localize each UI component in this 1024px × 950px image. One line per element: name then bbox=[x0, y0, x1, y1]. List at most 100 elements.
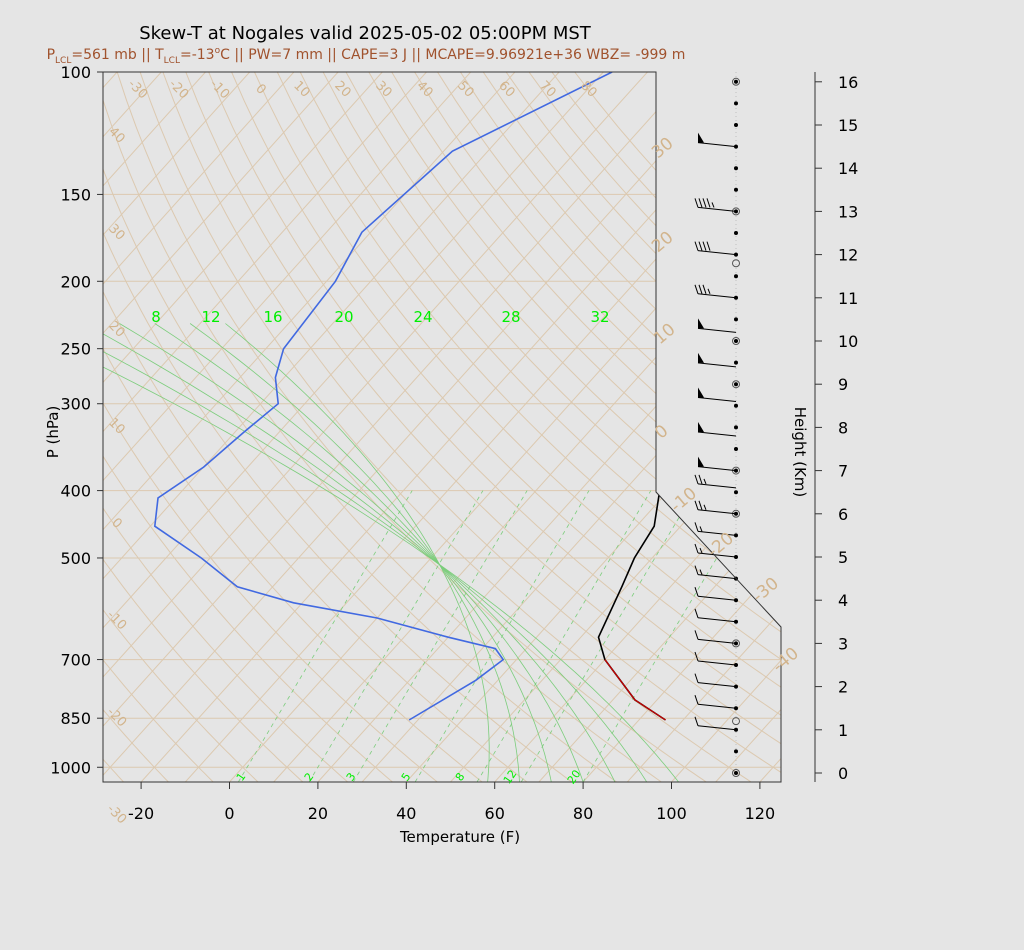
isotherm-label: -10 bbox=[207, 77, 233, 103]
celsius-side-label: -30 bbox=[104, 802, 130, 828]
dry-adiabat-line bbox=[551, 72, 781, 782]
wind-barb-shaft bbox=[697, 725, 737, 731]
isotherm-label: 70 bbox=[536, 78, 558, 100]
subtitle-t-lcl-sup: o bbox=[215, 46, 221, 56]
theta-e-label: 8 bbox=[151, 308, 161, 326]
height-dot bbox=[734, 274, 738, 279]
wind-barb-shaft bbox=[697, 142, 737, 148]
celsius-side-label: 0 bbox=[108, 515, 124, 531]
height-tick-label: 9 bbox=[838, 375, 848, 394]
wind-barb-shaft bbox=[697, 206, 737, 212]
chart-title: Skew-T at Nogales valid 2025-05-02 05:00… bbox=[139, 23, 592, 44]
dry-adiabat-line bbox=[459, 72, 781, 782]
isotherm-line bbox=[273, 72, 781, 782]
celsius-right-label: 20 bbox=[648, 228, 677, 257]
wind-barb-flag bbox=[694, 565, 699, 575]
mixing-ratio-line bbox=[237, 490, 413, 782]
wind-barb-flag bbox=[694, 500, 699, 510]
isotherm-line bbox=[184, 72, 781, 782]
mixing-ratio-label: 12 bbox=[501, 768, 520, 787]
theta-e-label: 16 bbox=[263, 308, 282, 326]
moist-adiabat-line bbox=[103, 323, 648, 782]
y-tick-label: 1000 bbox=[50, 758, 91, 777]
wind-barb-pennant bbox=[698, 387, 704, 398]
isotherm-line bbox=[103, 72, 560, 782]
height-tick-label: 8 bbox=[838, 418, 848, 437]
wind-barb-half-flag bbox=[703, 504, 707, 510]
isotherm-line bbox=[103, 72, 737, 782]
height-tick-label: 7 bbox=[838, 462, 848, 481]
wind-barb-shaft bbox=[697, 574, 737, 580]
celsius-right-label: 10 bbox=[650, 320, 679, 349]
wind-barb-pennant bbox=[698, 352, 704, 363]
dry-adiabat-line bbox=[437, 72, 781, 782]
celsius-side-label: 10 bbox=[105, 415, 127, 437]
isotherm-line bbox=[317, 72, 781, 782]
dry-adiabat-line bbox=[391, 72, 781, 782]
dry-adiabat-line bbox=[139, 72, 752, 782]
dry-adiabat-line bbox=[231, 72, 781, 782]
theta-e-label: 20 bbox=[334, 308, 353, 326]
x-tick-label: 80 bbox=[573, 804, 593, 823]
y-tick-label: 250 bbox=[60, 340, 91, 359]
mixing-ratio-label: 20 bbox=[565, 768, 584, 787]
wind-barb-flag bbox=[694, 543, 699, 554]
subtitle-p-lcl-sub: LCL bbox=[55, 56, 71, 66]
celsius-side-label: 30 bbox=[105, 221, 127, 243]
wind-barb-shaft bbox=[697, 362, 737, 368]
isotherm-line bbox=[494, 72, 781, 782]
wind-barb-flag bbox=[706, 241, 711, 251]
dry-adiabat-line bbox=[103, 72, 573, 782]
theta-e-label: 28 bbox=[501, 308, 520, 326]
isotherm-label: 40 bbox=[413, 78, 435, 100]
isotherm-line bbox=[103, 72, 427, 782]
wind-barb-flag bbox=[706, 198, 711, 208]
dry-adiabat-line bbox=[528, 72, 781, 782]
isotherm-line bbox=[103, 72, 251, 782]
isotherm-line bbox=[0, 72, 29, 782]
y-tick-label: 700 bbox=[60, 651, 91, 670]
wind-barb-shaft bbox=[697, 509, 737, 515]
x-tick-label: 120 bbox=[745, 804, 776, 823]
wind-barb-flag bbox=[694, 608, 699, 618]
isotherm-label: 0 bbox=[252, 81, 268, 97]
height-tick-label: 14 bbox=[838, 159, 858, 178]
height-tick-label: 5 bbox=[838, 548, 848, 567]
dry-adiabat-line bbox=[116, 72, 707, 782]
dry-adiabat-line bbox=[254, 72, 781, 782]
wind-barb-shaft bbox=[697, 483, 737, 489]
wind-barb-half-flag bbox=[699, 547, 703, 554]
wind-barb-shaft bbox=[697, 396, 737, 402]
celsius-right-label: 0 bbox=[651, 421, 672, 443]
height-dot bbox=[734, 382, 738, 387]
mixing-ratio-line bbox=[414, 490, 590, 782]
series-line-parcel bbox=[604, 659, 666, 721]
dry-adiabat-line bbox=[103, 72, 259, 782]
mixing-ratio-line bbox=[476, 490, 652, 782]
celsius-right-label: -40 bbox=[769, 644, 803, 677]
height-tick-label: 1 bbox=[838, 721, 848, 740]
wind-barb-shaft bbox=[697, 595, 737, 601]
subtitle-rest: C || PW=7 mm || CAPE=3 J || MCAPE=9.9692… bbox=[220, 47, 685, 63]
isotherm-line bbox=[229, 72, 781, 782]
height-dot bbox=[734, 187, 738, 192]
y-tick-label: 100 bbox=[60, 63, 91, 82]
isotherm-line bbox=[538, 72, 781, 782]
moist-adiabat-line bbox=[103, 323, 616, 782]
wind-barb-shaft bbox=[697, 552, 737, 558]
wind-barb-half-flag bbox=[711, 202, 715, 208]
dry-adiabat-line bbox=[162, 72, 781, 782]
dry-adiabat-line bbox=[103, 72, 169, 782]
wind-barb-flag bbox=[698, 198, 703, 208]
isotherm-line bbox=[361, 72, 781, 782]
theta-e-label: 12 bbox=[201, 308, 220, 326]
wind-barb-half-flag bbox=[699, 569, 703, 575]
height-dot bbox=[734, 166, 738, 171]
wind-barb-shaft bbox=[697, 293, 737, 299]
subtitle-t-lcl-value: =-13 bbox=[180, 47, 215, 63]
wind-barb-flag bbox=[702, 198, 707, 208]
wind-barb-flag bbox=[694, 241, 699, 251]
height-dot bbox=[734, 447, 738, 451]
y-tick-label: 300 bbox=[60, 395, 91, 414]
wind-barb-flag bbox=[698, 474, 703, 485]
